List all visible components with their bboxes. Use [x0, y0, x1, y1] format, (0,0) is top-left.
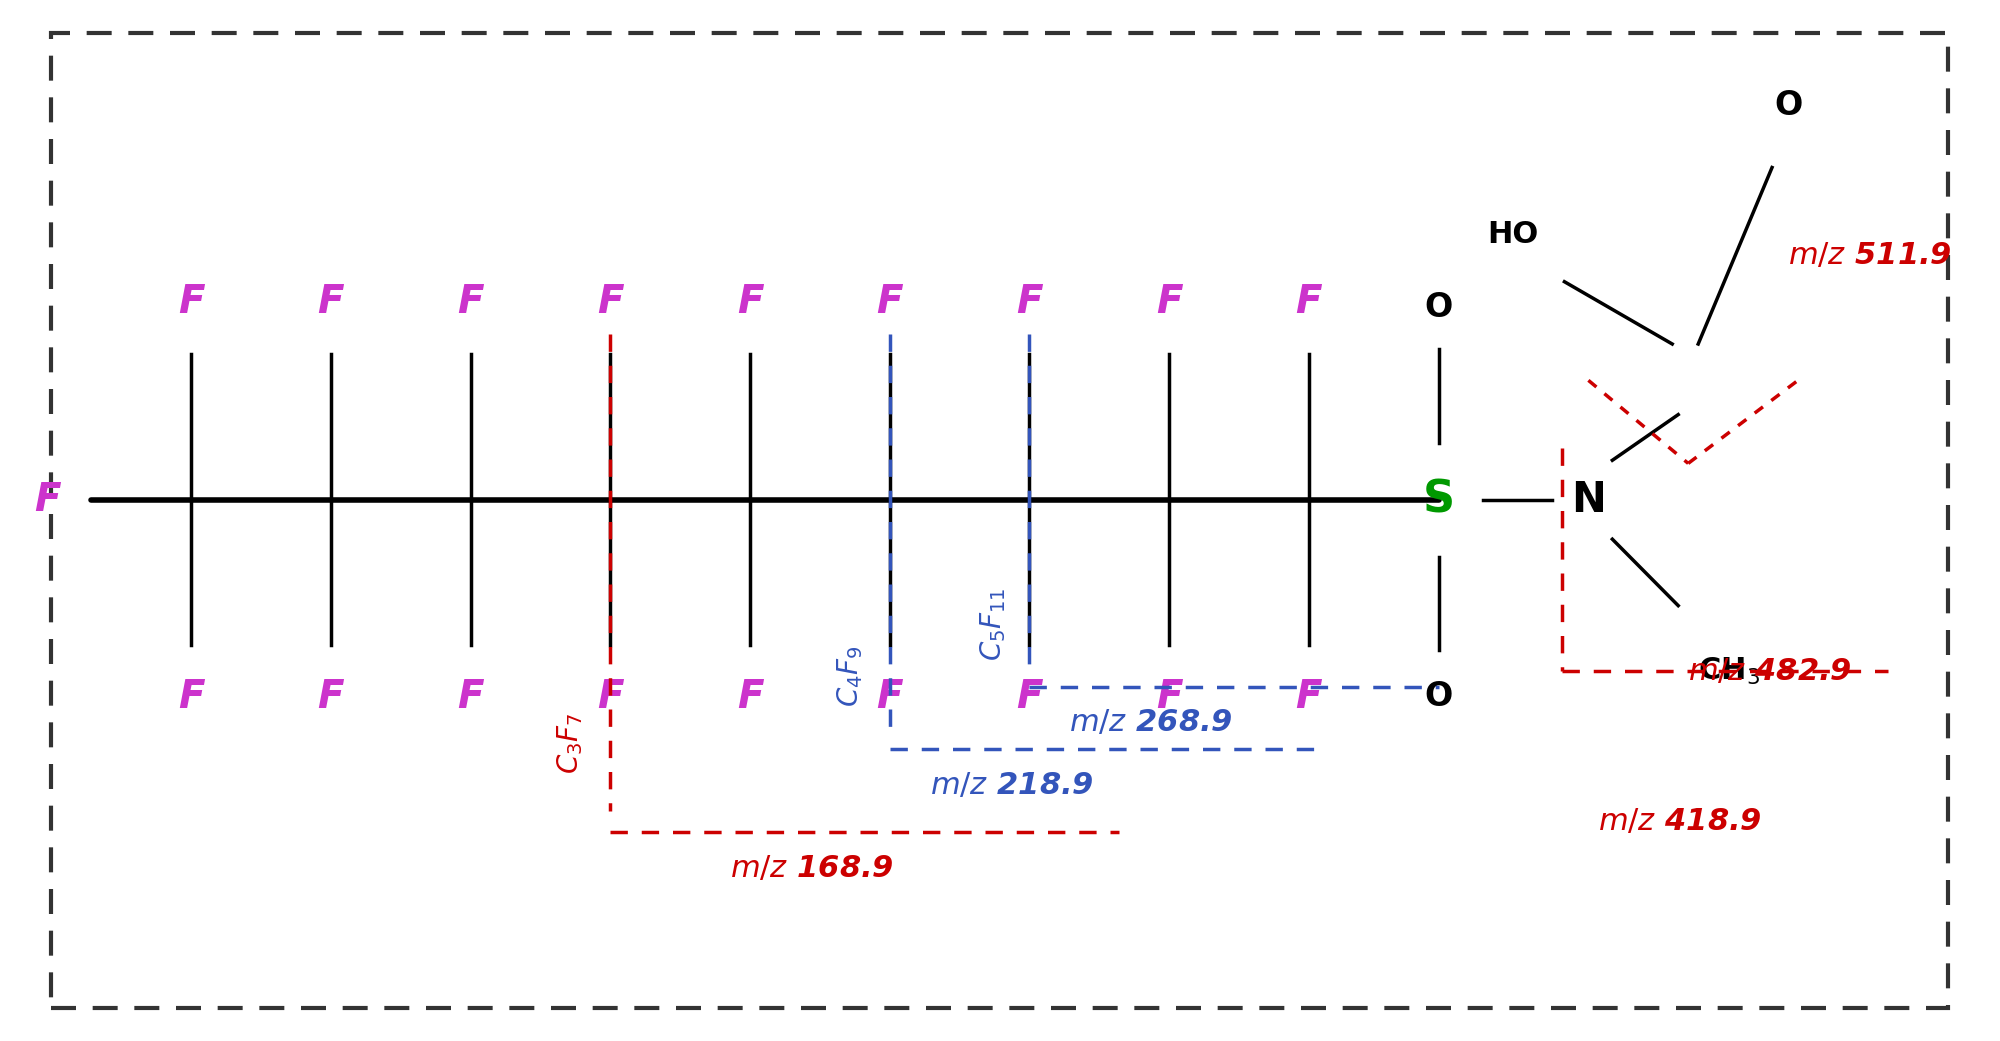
Text: F: F — [1016, 283, 1042, 322]
Text: $m/z$ 168.9: $m/z$ 168.9 — [730, 854, 894, 883]
Text: F: F — [596, 678, 624, 716]
Text: F: F — [458, 678, 484, 716]
Text: F: F — [318, 283, 344, 322]
Text: $C_3F_7$: $C_3F_7$ — [556, 713, 586, 775]
Text: F: F — [1296, 678, 1322, 716]
Text: $m/z$ 418.9: $m/z$ 418.9 — [1598, 807, 1762, 836]
Text: F: F — [736, 678, 764, 716]
Text: O: O — [1774, 88, 1802, 122]
Text: CH$_3$: CH$_3$ — [1698, 656, 1760, 687]
Text: S: S — [1422, 478, 1454, 522]
Text: F: F — [1156, 283, 1182, 322]
Text: F: F — [1016, 678, 1042, 716]
Text: $m/z$ 482.9: $m/z$ 482.9 — [1688, 657, 1852, 686]
Text: F: F — [178, 283, 204, 322]
Text: $C_5F_{11}$: $C_5F_{11}$ — [978, 587, 1008, 661]
Text: F: F — [458, 283, 484, 322]
Text: F: F — [34, 481, 60, 518]
Text: $m/z$ 511.9: $m/z$ 511.9 — [1788, 242, 1952, 271]
Text: F: F — [876, 678, 902, 716]
Text: $m/z$ 218.9: $m/z$ 218.9 — [930, 770, 1094, 799]
Text: F: F — [1296, 283, 1322, 322]
Text: F: F — [1156, 678, 1182, 716]
Text: F: F — [318, 678, 344, 716]
Text: N: N — [1570, 479, 1606, 520]
Text: F: F — [876, 283, 902, 322]
Text: F: F — [596, 283, 624, 322]
Text: $m/z$ 268.9: $m/z$ 268.9 — [1070, 709, 1234, 737]
Text: $C_4F_9$: $C_4F_9$ — [834, 645, 864, 707]
Text: O: O — [1424, 291, 1452, 324]
Text: F: F — [736, 283, 764, 322]
Text: O: O — [1424, 681, 1452, 713]
Text: HO: HO — [1488, 221, 1538, 250]
Text: F: F — [178, 678, 204, 716]
